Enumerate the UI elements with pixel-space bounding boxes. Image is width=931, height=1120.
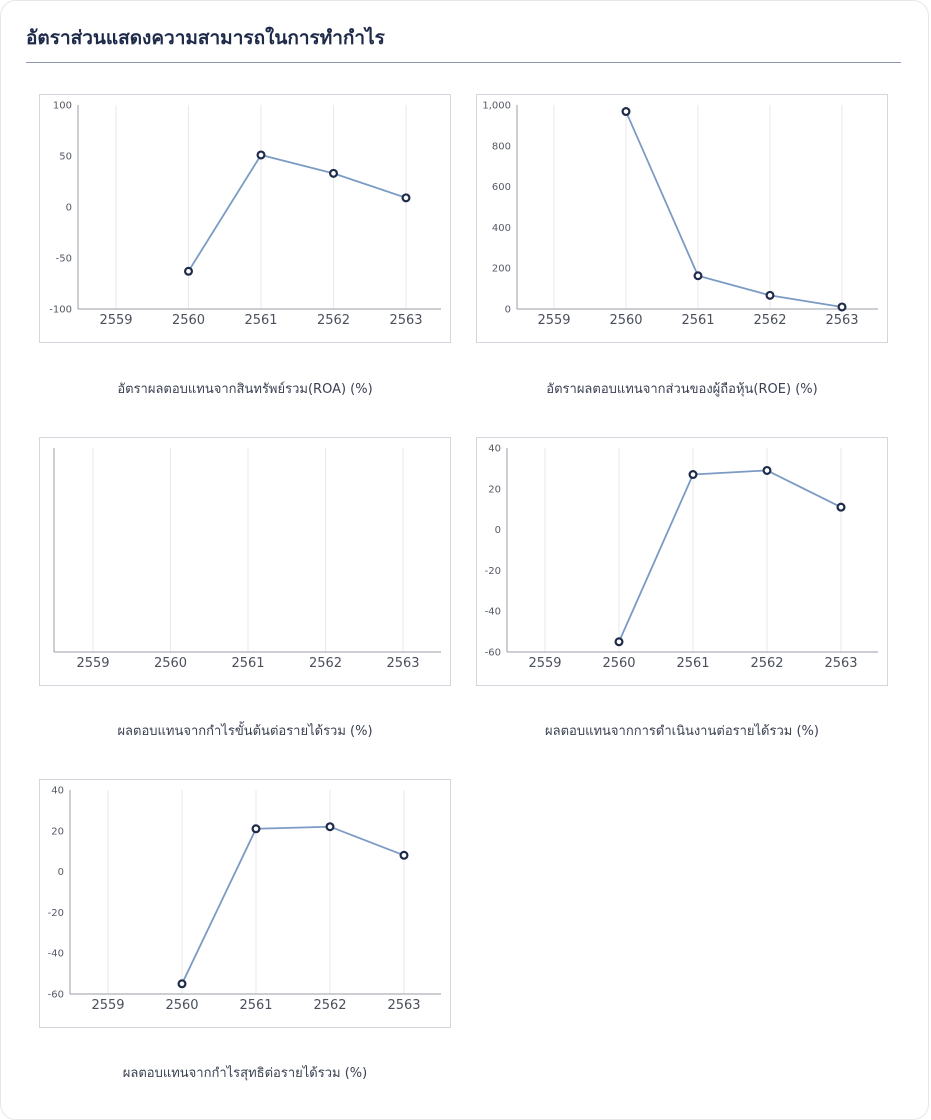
- roa-y-tick-label: -50: [56, 254, 72, 265]
- operating-margin-y-tick-label: -60: [485, 648, 501, 659]
- operating-margin-chart-caption: ผลตอบแทนจากการดำเนินงานต่อรายได้รวม (%): [545, 724, 819, 739]
- roa-y-tick-label: -100: [49, 305, 72, 316]
- roa-point-2563: [401, 193, 411, 203]
- roe-chart-svg: 1,000 800 600 400 200 0 2559 2560 2561 2562 2563: [482, 101, 878, 328]
- roa-chart-svg: 100 50 0 -50 -100 2559 2560 2561 2562 2563: [49, 101, 441, 328]
- net-profit-margin-point-2561: [251, 824, 261, 834]
- roe-x-tick-label-2559: 2559: [537, 313, 570, 328]
- roa-series-line: [187, 154, 407, 272]
- operating-margin-x-tick-label-2562: 2562: [750, 656, 783, 671]
- gross-profit-margin-chart: 2559 2560 2561 2562 2563: [39, 437, 451, 686]
- operating-margin-y-tick-label: 20: [488, 484, 501, 495]
- roa-point-2560: [184, 266, 194, 276]
- net-profit-margin-y-tick-label: 40: [51, 786, 64, 797]
- roa-x-tick-label-2560: 2560: [172, 313, 205, 328]
- net-profit-margin-chart-caption: ผลตอบแทนจากกำไรสุทธิต่อรายได้รวม (%): [122, 1066, 368, 1081]
- roe-y-tick-label: 200: [492, 264, 511, 275]
- gross-profit-margin-x-tick-label-2559: 2559: [76, 656, 109, 671]
- roe-point-2562: [765, 290, 775, 300]
- roa-x-tick-label-2563: 2563: [389, 313, 422, 328]
- operating-margin-y-tick-label: -20: [485, 566, 501, 577]
- operating-margin-x-tick-label-2563: 2563: [824, 656, 857, 671]
- roe-y-tick-label: 1,000: [482, 101, 511, 112]
- roe-chart-caption: อัตราผลตอบแทนจากส่วนของผู้ถือหุ้น(ROE) (…: [546, 382, 818, 397]
- net-profit-margin-x-tick-label-2561: 2561: [239, 998, 272, 1013]
- net-profit-margin-y-tick-label: -40: [48, 949, 64, 960]
- gross-profit-margin-chart-caption: ผลตอบแทนจากกำไรขั้นต้นต่อรายได้รวม (%): [117, 724, 373, 739]
- gross-profit-margin-x-tick-label-2563: 2563: [386, 656, 419, 671]
- net-profit-margin-x-tick-label-2560: 2560: [165, 998, 198, 1013]
- roe-chart: 1,000 800 600 400 200 0 2559 2560 2561 2562 2563: [476, 94, 888, 343]
- net-profit-margin-x-tick-label-2563: 2563: [387, 998, 420, 1013]
- gross-profit-margin-x-tick-label-2561: 2561: [231, 656, 264, 671]
- roe-y-tick-label: 800: [492, 141, 511, 152]
- roe-series-line: [625, 111, 843, 308]
- operating-margin-chart: 40 20 0 -20 -40 -60 2559 2560 2561 2562 2563: [476, 437, 888, 686]
- net-profit-margin-y-tick-label: -60: [48, 990, 64, 1001]
- net-profit-margin-y-tick-label: -20: [48, 908, 64, 919]
- roa-point-2561: [256, 150, 266, 160]
- operating-margin-x-tick-label-2560: 2560: [602, 656, 635, 671]
- net-profit-margin-chart: 40 20 0 -20 -40 -60 2559 2560 2561 2562 2563: [39, 779, 451, 1028]
- roe-y-tick-label: 0: [505, 305, 511, 316]
- net-profit-margin-series-line: [181, 825, 405, 985]
- roa-y-tick-label: 0: [66, 203, 72, 214]
- net-profit-margin-x-tick-label-2559: 2559: [91, 998, 124, 1013]
- net-profit-margin-y-tick-label: 0: [58, 867, 64, 878]
- title-divider: [26, 62, 901, 63]
- roe-point-2563: [837, 302, 847, 312]
- operating-margin-x-tick-label-2561: 2561: [676, 656, 709, 671]
- net-profit-margin-x-tick-label-2562: 2562: [313, 998, 346, 1013]
- operating-margin-y-tick-label: 40: [488, 444, 501, 455]
- roa-x-tick-label-2562: 2562: [317, 313, 350, 328]
- net-profit-margin-y-tick-label: 20: [51, 826, 64, 837]
- net-profit-margin-point-2562: [325, 822, 335, 832]
- roe-point-2561: [693, 271, 703, 281]
- roe-x-tick-label-2562: 2562: [753, 313, 786, 328]
- roa-y-tick-label: 50: [59, 152, 72, 163]
- operating-margin-point-2560: [614, 637, 624, 647]
- operating-margin-chart-svg: 40 20 0 -20 -40 -60 2559 2560 2561 2562 2563: [485, 444, 878, 671]
- roe-x-tick-label-2560: 2560: [609, 313, 642, 328]
- roa-point-2562: [329, 168, 339, 178]
- net-profit-margin-chart-svg: 40 20 0 -20 -40 -60 2559 2560 2561 2562 2563: [48, 786, 441, 1013]
- operating-margin-point-2561: [688, 470, 698, 480]
- gross-profit-margin-x-tick-label-2560: 2560: [154, 656, 187, 671]
- roa-chart-caption: อัตราผลตอบแทนจากสินทรัพย์รวม(ROA) (%): [117, 382, 373, 397]
- operating-margin-x-tick-label-2559: 2559: [528, 656, 561, 671]
- gross-profit-margin-x-tick-label-2562: 2562: [309, 656, 342, 671]
- roa-y-tick-label: 100: [53, 101, 72, 112]
- operating-margin-point-2562: [762, 465, 772, 475]
- operating-margin-y-tick-label: 0: [495, 525, 501, 536]
- roa-x-tick-label-2561: 2561: [244, 313, 277, 328]
- net-profit-margin-point-2563: [399, 850, 409, 860]
- roa-x-tick-label-2559: 2559: [99, 313, 132, 328]
- operating-margin-series-line: [618, 469, 842, 643]
- roe-y-tick-label: 400: [492, 223, 511, 234]
- net-profit-margin-point-2560: [177, 979, 187, 989]
- operating-margin-y-tick-label: -40: [485, 607, 501, 618]
- roa-chart: 100 50 0 -50 -100 2559 2560 2561 2562 2563: [39, 94, 451, 343]
- roe-x-tick-label-2563: 2563: [825, 313, 858, 328]
- roe-x-tick-label-2561: 2561: [681, 313, 714, 328]
- roe-point-2560: [621, 107, 631, 117]
- operating-margin-point-2563: [836, 502, 846, 512]
- section-title: อัตราส่วนแสดงความสามารถในการทำกำไร: [26, 27, 385, 49]
- gross-profit-margin-chart-svg: 2559 2560 2561 2562 2563: [53, 448, 441, 671]
- roe-y-tick-label: 600: [492, 182, 511, 193]
